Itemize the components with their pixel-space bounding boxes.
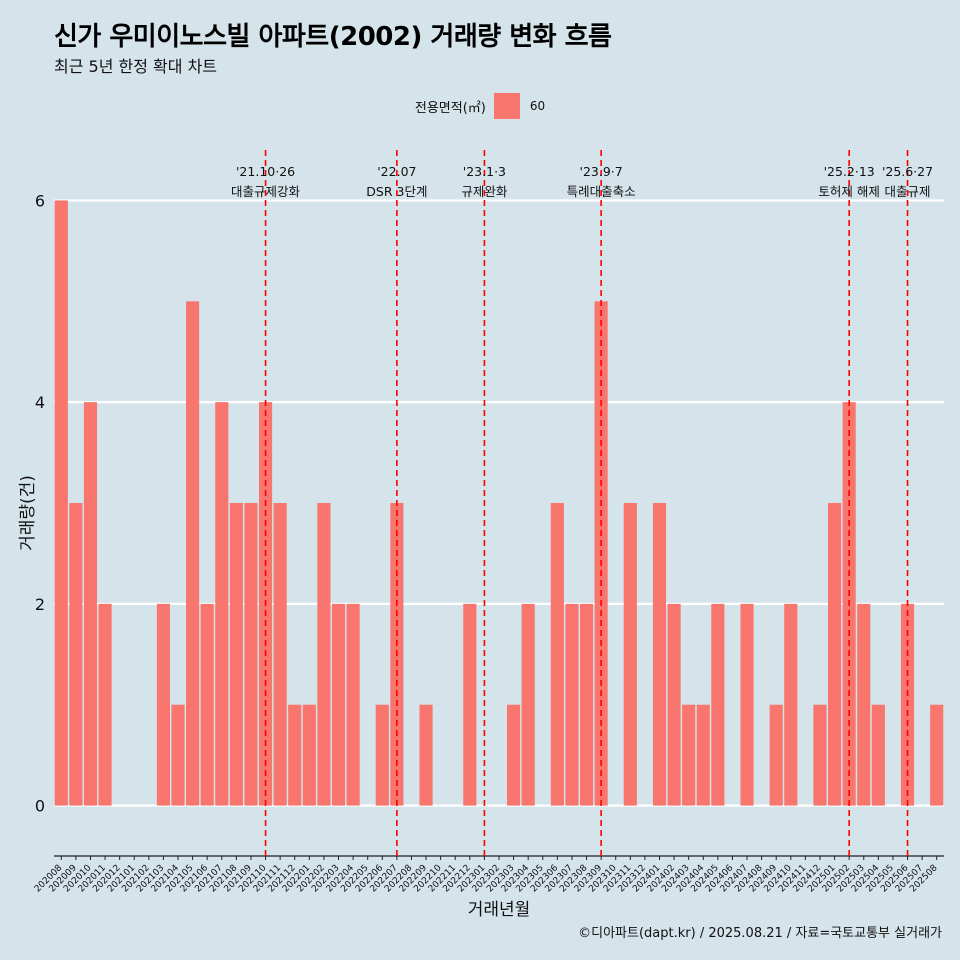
bar	[507, 704, 521, 806]
event-date-label: '22.07	[377, 164, 416, 179]
bar	[652, 503, 667, 806]
event-name-label: 토허제 해제	[818, 184, 879, 199]
bar	[229, 503, 243, 806]
y-tick-label: 2	[35, 595, 45, 614]
bar	[857, 603, 871, 806]
y-tick-label: 6	[35, 191, 45, 210]
y-tick-label: 0	[35, 797, 45, 816]
bar	[83, 402, 98, 806]
event-date-label: '23.9·7	[580, 164, 623, 179]
bar	[419, 704, 433, 806]
y-axis-title: 거래량(건)	[18, 475, 38, 551]
bar	[156, 603, 170, 806]
bar	[375, 704, 389, 806]
footer-credit: ©디아파트(dapt.kr) / 2025.08.21 / 자료=국토교통부 실…	[578, 926, 942, 941]
bar	[740, 603, 754, 806]
bar	[69, 503, 83, 806]
bar	[521, 603, 535, 806]
bar	[302, 704, 316, 806]
legend-label: 60	[529, 99, 546, 113]
bar	[828, 503, 842, 806]
event-name-label: DSR 3단계	[366, 184, 427, 199]
event-name-label: 규제완화	[461, 184, 508, 199]
y-tick-label: 4	[35, 393, 45, 412]
bar	[550, 503, 564, 806]
event-name-label: 대출규제강화	[231, 184, 301, 199]
bar	[288, 704, 302, 806]
bar	[273, 503, 287, 806]
bar	[682, 704, 696, 806]
bar	[769, 704, 783, 806]
bar	[579, 603, 594, 806]
bar	[331, 603, 346, 806]
bar	[200, 603, 214, 806]
bar	[54, 200, 68, 806]
legend: 전용면적(㎡) 60	[0, 93, 960, 119]
bar	[171, 704, 185, 806]
bar	[696, 704, 710, 806]
bar	[623, 503, 637, 806]
bar	[186, 301, 200, 806]
bar	[346, 603, 360, 806]
bar	[871, 704, 885, 806]
bar	[98, 603, 112, 806]
bar	[813, 704, 827, 806]
bar	[667, 603, 681, 806]
event-date-label: '23.1·3	[463, 164, 506, 179]
chart-subtitle: 최근 5년 한정 확대 차트	[54, 57, 218, 76]
legend-swatch	[493, 93, 520, 119]
bar	[215, 402, 229, 806]
bar	[317, 503, 331, 806]
bar	[711, 603, 725, 806]
bar	[463, 603, 477, 806]
x-axis-title: 거래년월	[468, 900, 531, 920]
bar	[930, 704, 944, 806]
bar	[565, 603, 579, 806]
event-name-label: 대출규제	[885, 184, 931, 199]
chart-title: 신가 우미이노스빌 아파트(2002) 거래량 변화 흐름	[54, 22, 612, 52]
legend-title: 전용면적(㎡)	[414, 100, 486, 116]
event-date-label: '25.6·27	[882, 164, 933, 179]
event-date-label: '21.10·26	[236, 164, 295, 179]
event-date-label: '25.2·13	[824, 164, 875, 179]
bar	[244, 503, 258, 806]
bar	[784, 603, 798, 806]
event-name-label: 특례대출축소	[567, 184, 636, 199]
